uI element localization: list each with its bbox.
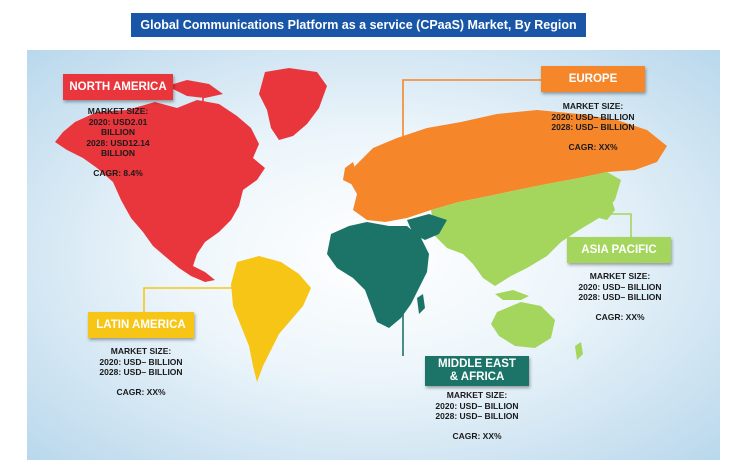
asia-pacific-label: ASIA PACIFIC xyxy=(567,237,671,263)
cagr-value: CAGR: XX% xyxy=(116,386,166,397)
market-size-2020-line: 2020: USD– BILLION xyxy=(578,281,662,292)
north-america-label: NORTH AMERICA xyxy=(63,74,173,100)
cagr-value: CAGR: XX% xyxy=(568,141,618,152)
market-size-label: MARKET SIZE: xyxy=(446,390,508,400)
north-america-shape xyxy=(55,100,265,282)
middle-east-africa-label: MIDDLE EAST & AFRICA xyxy=(425,356,529,386)
market-size-2028-line: 2028: USD– BILLION xyxy=(99,367,183,377)
market-size-2020-line: 2020: USD– BILLION xyxy=(99,356,183,367)
page-title: Global Communications Platform as a serv… xyxy=(131,13,586,37)
market-size-label: MARKET SIZE: xyxy=(589,271,651,281)
australia-shape xyxy=(491,302,555,348)
connector-lines xyxy=(143,79,632,356)
latin-america-info: MARKET SIZE: 2020: USD– BILLION 2028: US… xyxy=(88,346,194,397)
africa-shape xyxy=(327,222,429,328)
asia-pacific-connector xyxy=(473,213,632,240)
market-size-2020-line: 2020: USD– BILLION xyxy=(435,400,519,411)
latin-america-label: LATIN AMERICA xyxy=(88,312,194,338)
latin-america-region xyxy=(231,256,311,382)
middle-east-africa-region xyxy=(327,214,447,328)
europe-region xyxy=(343,110,667,222)
middle-east-africa-info: MARKET SIZE: 2020: USD– BILLION 2028: US… xyxy=(425,390,529,441)
market-size-label: MARKET SIZE: xyxy=(110,346,172,356)
market-size-2028-line: 2028: USD– BILLION xyxy=(578,292,662,302)
market-size-2020-line: 2020: USD– BILLION xyxy=(551,111,635,122)
market-size-2028-line: 2028: USD– BILLION xyxy=(551,122,635,132)
europe-info: MARKET SIZE: 2020: USD– BILLION 2028: US… xyxy=(541,101,645,152)
north-america-info: MARKET SIZE: 2020: USD2.01 BILLION 2028:… xyxy=(72,106,164,178)
europe-label: EUROPE xyxy=(541,66,645,92)
market-size-label: MARKET SIZE: xyxy=(562,101,624,111)
madagascar-shape xyxy=(417,294,425,314)
market-size-2028-line: 2028: USD– BILLION xyxy=(435,411,519,421)
cagr-value: CAGR: XX% xyxy=(452,430,502,441)
uk-shape xyxy=(343,162,357,184)
new-zealand-shape xyxy=(575,342,583,360)
asia-shape xyxy=(431,172,621,286)
greenland-shape xyxy=(259,68,327,140)
middle-east-shape xyxy=(407,214,447,240)
middle-east-africa-label-line2: & AFRICA xyxy=(449,371,505,383)
market-size-2028-line: 2028: USD12.14 xyxy=(86,137,150,148)
cagr-value: CAGR: XX% xyxy=(595,311,645,322)
cagr-value: CAGR: 8.4% xyxy=(93,167,143,178)
europe-russia-shape xyxy=(349,110,667,222)
asia-pacific-info: MARKET SIZE: 2020: USD– BILLION 2028: US… xyxy=(568,271,672,322)
market-size-2028-unit: BILLION xyxy=(101,148,135,158)
europe-connector xyxy=(402,79,541,170)
market-size-2020-line: 2020: USD2.01 xyxy=(88,116,148,127)
south-america-shape xyxy=(231,256,311,382)
arctic-islands-shape xyxy=(167,80,223,98)
middle-east-africa-label-line1: MIDDLE EAST xyxy=(438,358,516,370)
latin-america-connector xyxy=(143,287,259,312)
north-america-region xyxy=(55,68,327,282)
market-size-label: MARKET SIZE: xyxy=(87,106,149,116)
indonesia-shape xyxy=(495,290,529,300)
market-size-2020-unit: BILLION xyxy=(101,127,135,137)
world-map xyxy=(55,68,667,382)
north-america-connector xyxy=(173,87,204,190)
asia-pacific-region xyxy=(431,172,621,360)
